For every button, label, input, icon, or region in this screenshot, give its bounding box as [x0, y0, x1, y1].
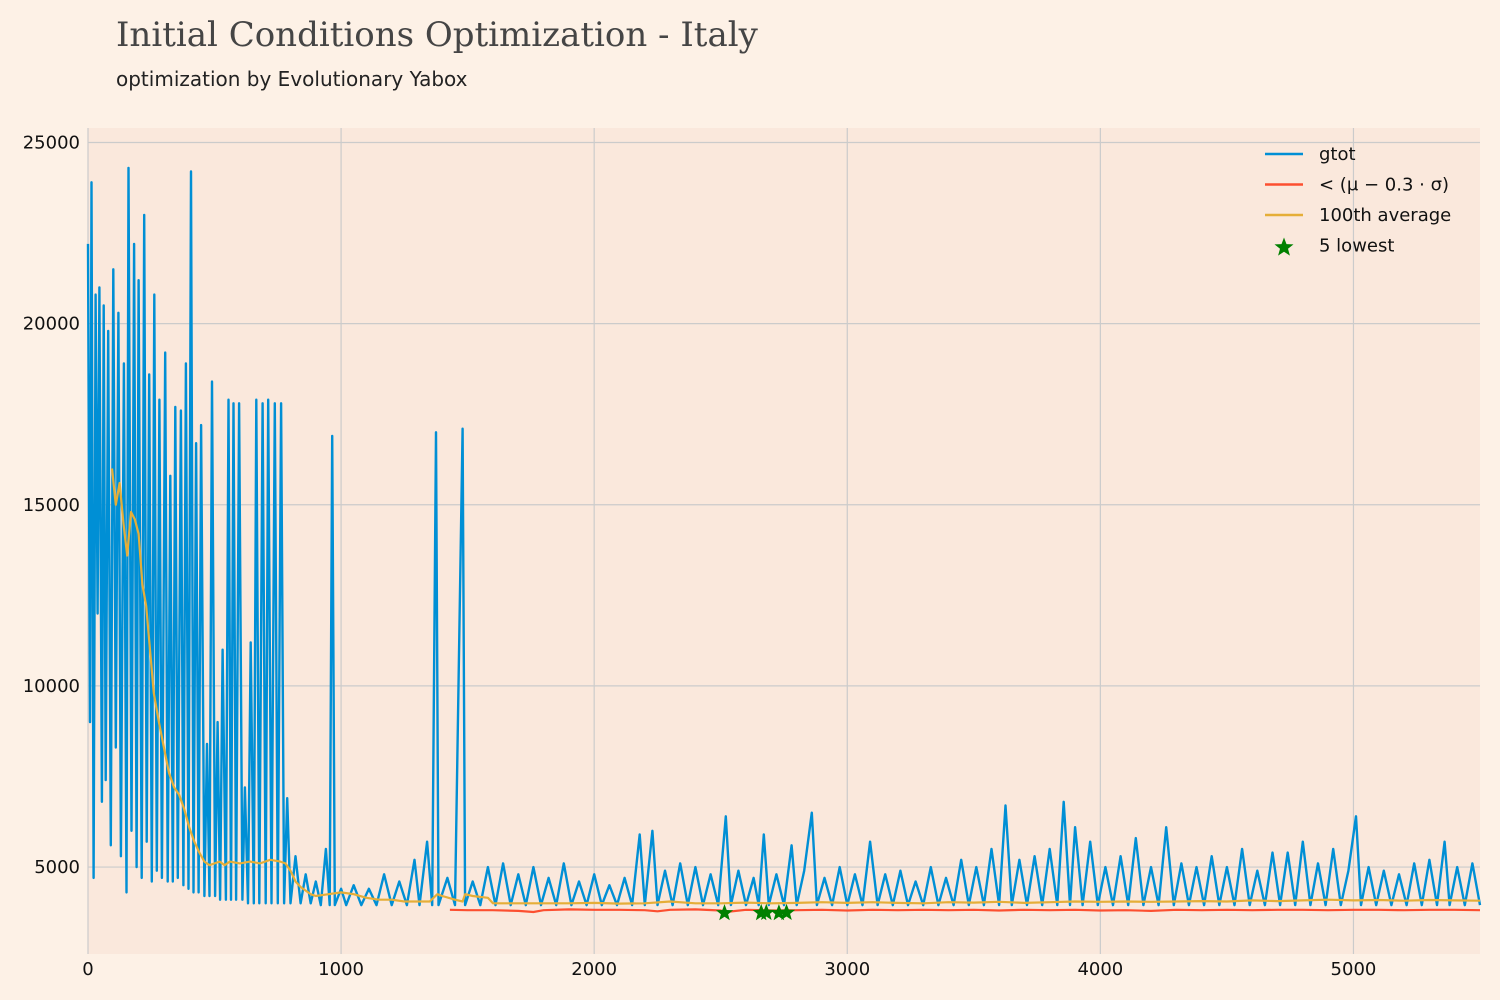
grid-lines	[87, 128, 1480, 954]
lowest-point-star-marker	[778, 903, 796, 920]
x-tick-label: 3000	[824, 959, 870, 980]
y-tick-label: 10000	[23, 676, 80, 697]
legend-gtot-label: gtot	[1319, 144, 1356, 165]
x-tick-label: 1000	[318, 959, 364, 980]
legend-threshold-label: < (μ − 0.3 · σ)	[1319, 175, 1449, 196]
y-tick-label: 15000	[23, 495, 80, 516]
series-layer	[86, 166, 1482, 921]
x-tick-label: 5000	[1331, 959, 1377, 980]
legend: gtot < (μ − 0.3 · σ) 100th average 5 lowest	[1265, 144, 1451, 257]
lowest-point-star-marker	[770, 904, 788, 921]
legend-moving-average-label: 100th average	[1319, 205, 1451, 226]
legend-lowest-label: 5 lowest	[1319, 236, 1394, 257]
y-tick-label: 20000	[23, 314, 80, 335]
legend-star-icon	[1274, 237, 1294, 256]
y-tick-label: 5000	[34, 857, 80, 878]
threshold-series-line	[449, 908, 1481, 914]
y-tick-label: 25000	[23, 132, 80, 153]
gtot-series-line	[86, 166, 1482, 907]
x-tick-label: 2000	[571, 959, 617, 980]
plot-area	[88, 128, 1480, 954]
lowest-point-star-marker	[716, 904, 734, 921]
lowest-point-star-marker	[757, 903, 775, 920]
moving-average-series-line	[110, 468, 1481, 905]
x-tick-label: 4000	[1077, 959, 1123, 980]
x-tick-label: 0	[82, 959, 93, 980]
chart-title: Initial Conditions Optimization - Italy	[116, 15, 759, 55]
tick-labels: 0 1000 2000 3000 4000 5000 5000 10000 15000 20000…	[23, 132, 1377, 980]
chart-subtitle: optimization by Evolutionary Yabox	[116, 67, 468, 91]
